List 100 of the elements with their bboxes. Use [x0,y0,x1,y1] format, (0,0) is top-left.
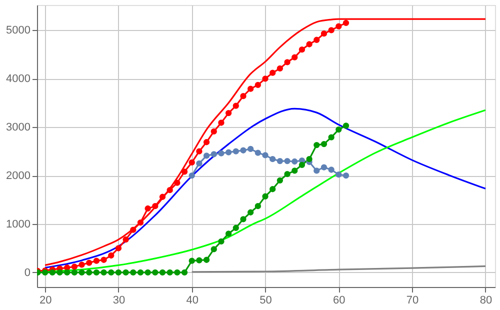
point [342,20,350,26]
point [276,177,284,184]
point [262,152,268,158]
point [336,126,342,133]
x-tick-label: 80 [480,294,492,306]
point [248,209,254,216]
point [248,146,254,152]
point [137,269,144,276]
point [122,269,129,276]
point [270,70,276,76]
point [203,139,210,146]
point [181,269,188,276]
point [100,269,107,276]
point [314,142,320,148]
point [122,236,129,243]
point [210,246,217,252]
x-tick-label: 70 [406,294,419,306]
point [262,76,268,82]
y-tick-label: 0 [24,266,30,279]
point [71,269,78,276]
point [254,203,262,210]
point [284,158,290,164]
point [306,156,312,162]
point [218,120,224,126]
point [93,258,100,264]
point [292,168,298,174]
point [78,269,85,276]
point [248,86,254,92]
point [137,219,144,226]
point [196,148,202,154]
point [270,186,276,192]
point [328,27,334,34]
point [159,194,166,200]
point [71,264,78,270]
point [284,59,290,66]
point [225,149,232,156]
point [276,158,284,164]
point [284,171,290,178]
point [86,260,92,266]
point [108,269,114,276]
x-tick-label: 50 [260,294,272,306]
point [314,36,320,43]
point [232,148,239,154]
y-tick-label: 3000 [6,122,30,134]
point [306,41,312,48]
point [203,152,210,159]
point [292,54,298,60]
point [218,238,224,245]
point [152,203,158,210]
point [196,257,202,264]
point [298,162,306,168]
point [115,269,122,276]
point [49,269,56,276]
point [64,269,70,276]
point [232,102,239,109]
point [336,172,342,178]
point [174,180,180,186]
point [240,147,246,154]
point [188,172,195,179]
point [152,269,158,276]
point [166,187,173,194]
point [292,158,298,165]
point [159,269,166,276]
point [240,93,246,100]
point [298,46,306,53]
point [115,245,122,252]
point [86,269,92,276]
y-tick-label: 5000 [6,24,30,37]
point [196,160,202,167]
point [276,65,284,72]
point [225,230,232,237]
point [166,269,173,276]
point [144,205,151,212]
y-tick-label: 1000 [6,218,30,231]
point [254,150,262,156]
point [240,216,246,222]
point [336,23,342,30]
y-tick-label: 4000 [6,73,30,86]
x-tick-label: 20 [39,294,52,306]
point [314,168,320,174]
point [270,156,276,162]
point [144,269,151,276]
point [100,256,107,263]
y-tick-label: 2000 [6,170,30,182]
point [188,159,195,166]
point [254,82,262,88]
point [320,30,328,37]
point [203,256,210,263]
point [210,151,217,158]
point [218,150,224,156]
point [225,110,232,116]
point [262,193,268,200]
point [210,128,217,135]
point [130,269,136,276]
point [342,172,350,179]
point [232,224,239,231]
point [130,226,136,233]
point [328,166,334,173]
x-tick-label: 30 [112,294,126,306]
point [188,258,195,264]
